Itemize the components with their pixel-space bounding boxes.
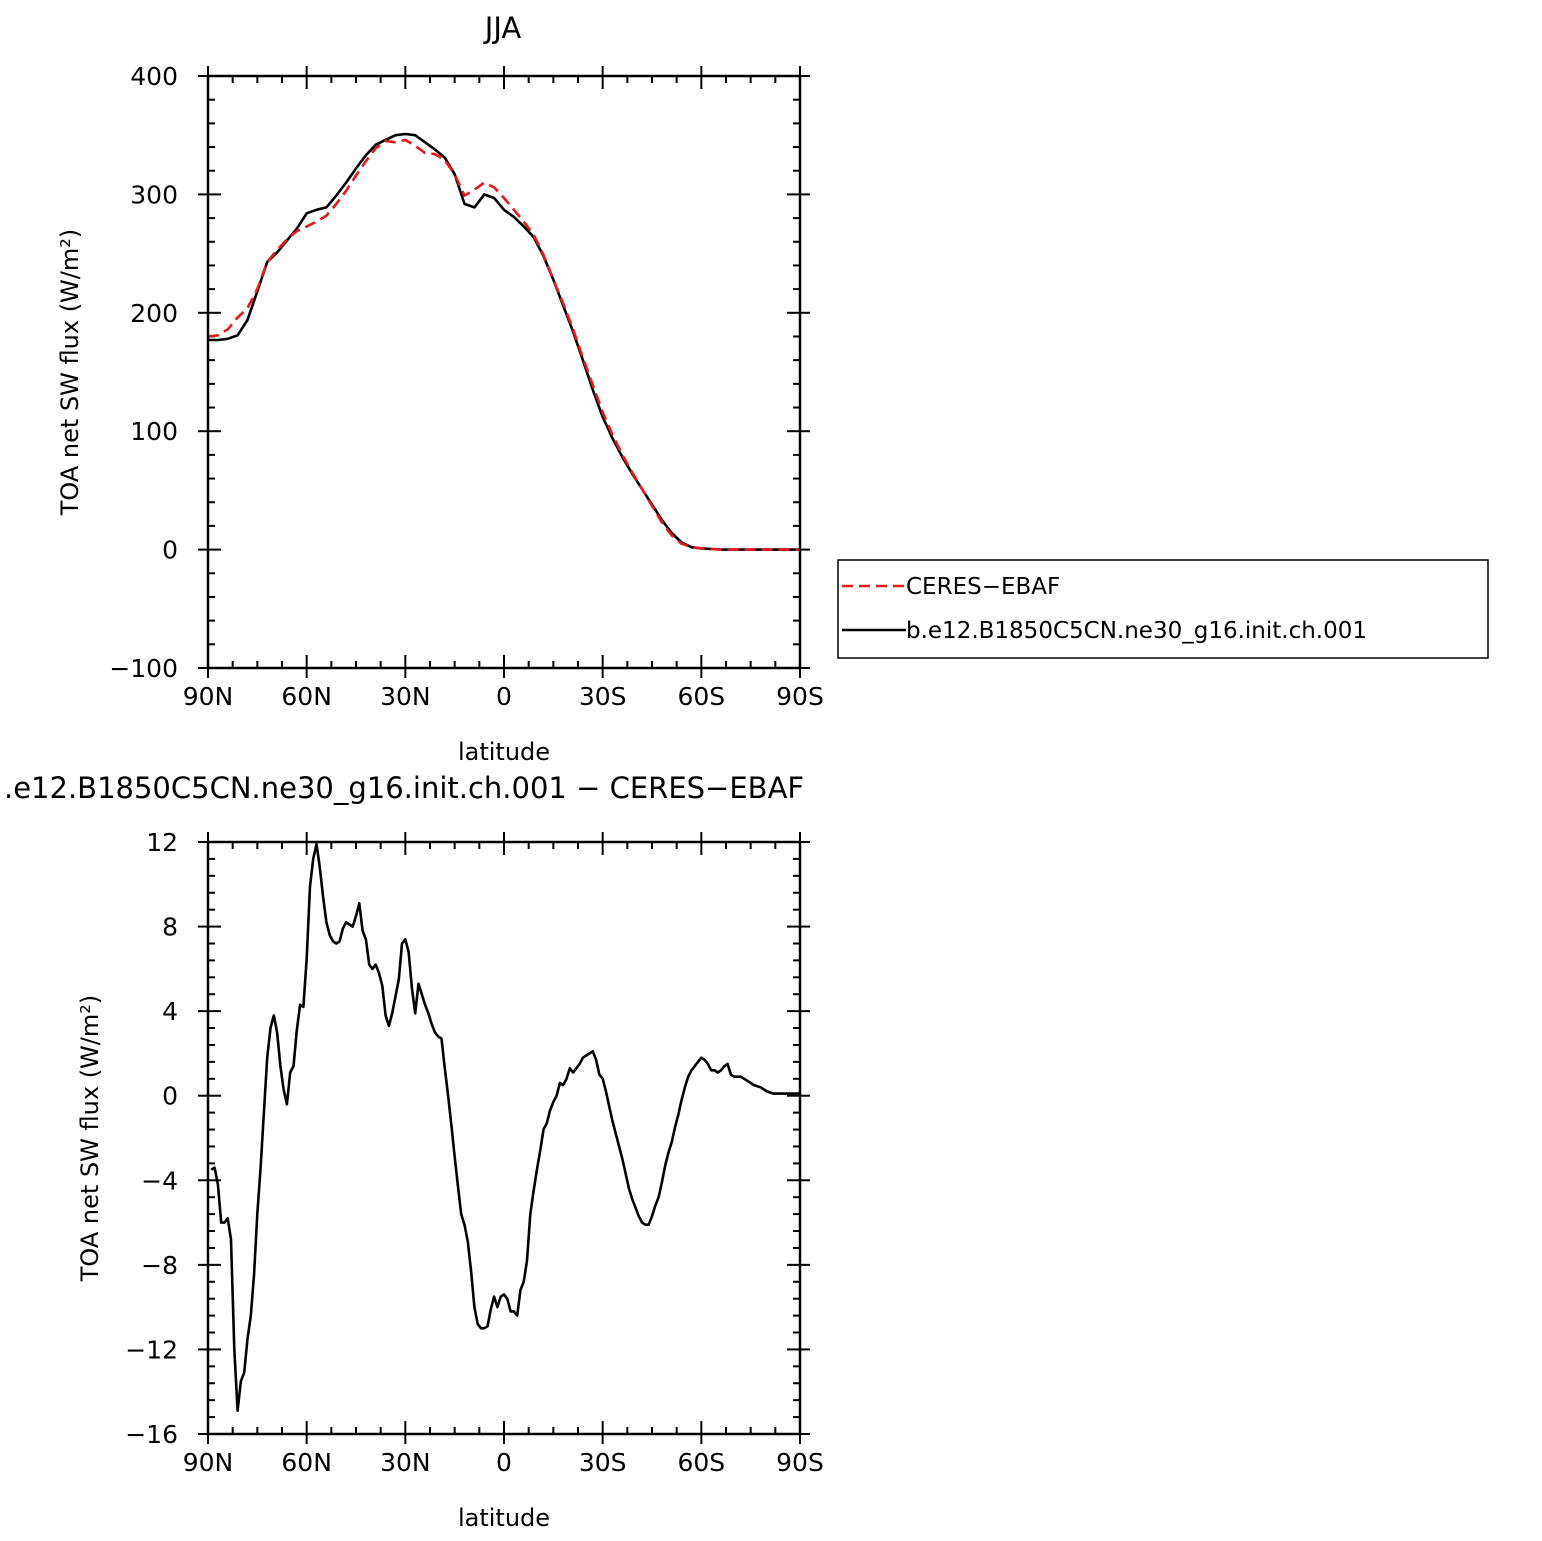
top-panel-frame: [206, 74, 802, 670]
series-line-0: [210, 842, 800, 1412]
y-tick-label: 400: [130, 62, 178, 91]
x-tick-label: 30N: [380, 682, 431, 711]
x-tick-label: 90N: [183, 1448, 234, 1477]
bottom-panel-series: [210, 842, 800, 1412]
bottom-panel-x-axis-label: latitude: [458, 1504, 550, 1532]
y-tick-label: 12: [146, 828, 178, 857]
top-panel-axes: 90N 60N 30N 0 30S 60S 90S −100 0 100 200 300 400: [109, 62, 824, 711]
x-tick-label: 90S: [776, 1448, 824, 1477]
x-tick-label: 0: [496, 1448, 512, 1477]
y-tick-label: 4: [162, 997, 178, 1026]
x-tick-label: 90S: [776, 682, 824, 711]
y-tick-label: −16: [125, 1420, 178, 1449]
bottom-panel: .e12.B1850C5CN.ne30_g16.init.ch.001 − CE…: [4, 771, 824, 1532]
x-tick-label: 30N: [380, 1448, 431, 1477]
top-panel-title: JJA: [483, 11, 522, 45]
y-tick-label: 0: [162, 1082, 178, 1111]
x-tick-label: 30S: [579, 682, 627, 711]
y-tick-label: 300: [130, 180, 178, 209]
bottom-panel-y-axis-label: TOA net SW flux (W/m²): [76, 995, 104, 1283]
y-tick-label: 200: [130, 299, 178, 328]
y-tick-label: −12: [125, 1335, 178, 1364]
bottom-panel-frame: [206, 840, 802, 1436]
x-tick-label: 30S: [579, 1448, 627, 1477]
legend-entry-model: b.e12.B1850C5CN.ne30_g16.init.ch.001: [906, 618, 1367, 644]
legend: CERES−EBAF b.e12.B1850C5CN.ne30_g16.init…: [837, 559, 1489, 659]
series-line-0: [207, 138, 800, 551]
legend-entry-ceres: CERES−EBAF: [906, 574, 1060, 600]
x-tick-label: 60S: [677, 682, 725, 711]
y-tick-label: −100: [109, 654, 178, 683]
y-tick-label: 0: [162, 536, 178, 565]
legend-box: [837, 559, 1489, 659]
top-panel: JJA 90N 60N 30N 0 30S 60S 90S −100 0 100 200 300 400…: [56, 11, 824, 766]
x-tick-label: 60S: [677, 1448, 725, 1477]
bottom-panel-title: .e12.B1850C5CN.ne30_g16.init.ch.001 − CE…: [4, 771, 804, 805]
y-tick-label: 8: [162, 913, 178, 942]
y-tick-label: −8: [141, 1251, 178, 1280]
y-tick-label: −4: [141, 1166, 178, 1195]
x-tick-label: 60N: [281, 1448, 332, 1477]
top-panel-y-axis-label: TOA net SW flux (W/m²): [56, 229, 84, 517]
top-panel-x-axis-label: latitude: [458, 738, 550, 766]
x-tick-label: 0: [496, 682, 512, 711]
x-tick-label: 90N: [183, 682, 234, 711]
x-tick-label: 60N: [281, 682, 332, 711]
top-panel-series: [207, 132, 800, 551]
bottom-panel-axes: 90N 60N 30N 0 30S 60S 90S −16 −12 −8 −4 0 4 8 12: [125, 828, 824, 1477]
y-tick-label: 100: [130, 417, 178, 446]
